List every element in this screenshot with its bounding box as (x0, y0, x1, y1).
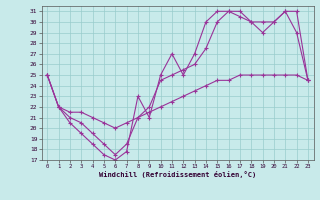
X-axis label: Windchill (Refroidissement éolien,°C): Windchill (Refroidissement éolien,°C) (99, 171, 256, 178)
